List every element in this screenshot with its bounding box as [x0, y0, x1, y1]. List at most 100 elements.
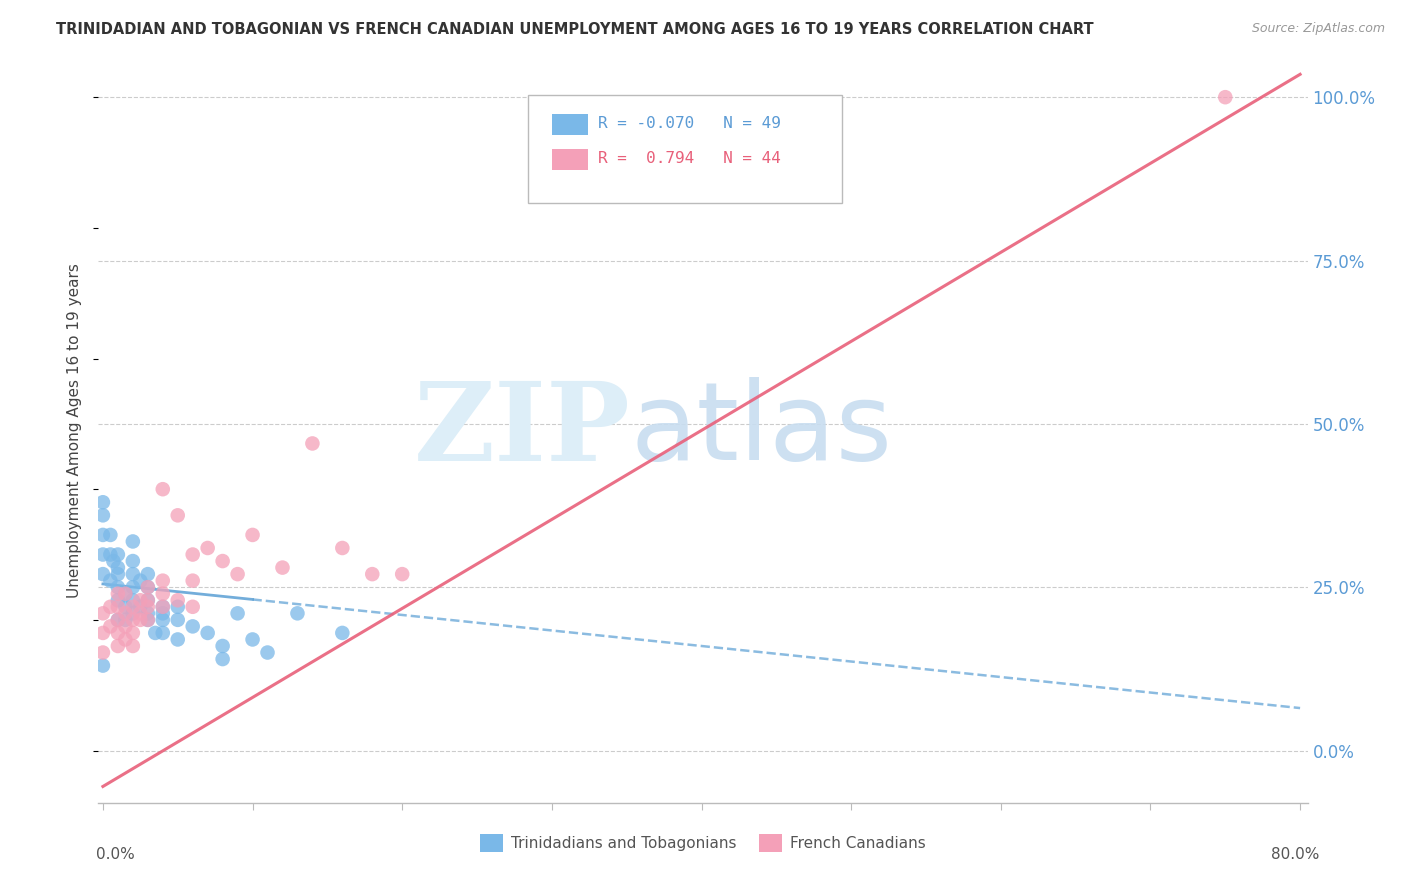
Point — [121, 554, 143, 568]
Point — [136, 593, 159, 607]
Point — [107, 580, 129, 594]
Text: R = -0.070   N = 49: R = -0.070 N = 49 — [598, 116, 780, 131]
Point — [107, 567, 129, 582]
Point — [91, 508, 114, 523]
Point — [121, 599, 143, 614]
Point — [136, 593, 159, 607]
Point — [121, 534, 143, 549]
Point — [330, 626, 353, 640]
Point — [211, 554, 233, 568]
Point — [91, 495, 114, 509]
Point — [152, 599, 174, 614]
Point — [226, 607, 249, 621]
Point — [107, 639, 129, 653]
Point — [136, 607, 159, 621]
Point — [197, 626, 219, 640]
Point — [166, 593, 188, 607]
Point — [152, 626, 174, 640]
Point — [103, 554, 125, 568]
Point — [152, 482, 174, 496]
Point — [166, 613, 188, 627]
Point — [114, 613, 136, 627]
Text: R =  0.794   N = 44: R = 0.794 N = 44 — [598, 151, 780, 166]
Point — [129, 593, 152, 607]
Legend: Trinidadians and Tobagonians, French Canadians: Trinidadians and Tobagonians, French Can… — [474, 828, 932, 858]
Point — [91, 548, 114, 562]
Point — [129, 607, 152, 621]
Point — [107, 560, 129, 574]
Point — [107, 599, 129, 614]
Point — [391, 567, 413, 582]
Point — [152, 599, 174, 614]
Point — [121, 593, 143, 607]
Point — [181, 599, 204, 614]
Point — [136, 580, 159, 594]
Point — [136, 580, 159, 594]
Point — [107, 613, 129, 627]
Point — [114, 599, 136, 614]
Point — [121, 639, 143, 653]
Point — [166, 632, 188, 647]
Text: 0.0%: 0.0% — [96, 847, 135, 863]
Point — [136, 613, 159, 627]
Point — [330, 541, 353, 555]
Point — [100, 599, 122, 614]
Point — [143, 626, 166, 640]
Point — [197, 541, 219, 555]
Point — [114, 607, 136, 621]
Point — [114, 587, 136, 601]
Point — [181, 574, 204, 588]
Point — [211, 652, 233, 666]
Point — [100, 548, 122, 562]
Y-axis label: Unemployment Among Ages 16 to 19 years: Unemployment Among Ages 16 to 19 years — [67, 263, 83, 598]
Point — [242, 528, 264, 542]
Point — [121, 607, 143, 621]
Point — [242, 632, 264, 647]
Point — [166, 599, 188, 614]
Point — [107, 613, 129, 627]
Point — [152, 613, 174, 627]
Point — [107, 626, 129, 640]
Point — [107, 593, 129, 607]
Point — [100, 574, 122, 588]
Text: 80.0%: 80.0% — [1271, 847, 1320, 863]
Point — [152, 574, 174, 588]
Point — [136, 599, 159, 614]
Point — [211, 639, 233, 653]
FancyBboxPatch shape — [551, 114, 588, 135]
Point — [152, 607, 174, 621]
Point — [152, 587, 174, 601]
Point — [107, 548, 129, 562]
Point — [100, 619, 122, 633]
Point — [129, 599, 152, 614]
Text: Source: ZipAtlas.com: Source: ZipAtlas.com — [1251, 22, 1385, 36]
Point — [226, 567, 249, 582]
Point — [129, 574, 152, 588]
Point — [256, 646, 278, 660]
Point — [271, 560, 294, 574]
Point — [114, 632, 136, 647]
Text: ZIP: ZIP — [413, 377, 630, 483]
Point — [91, 607, 114, 621]
Point — [129, 613, 152, 627]
Point — [100, 528, 122, 542]
Point — [1213, 90, 1236, 104]
Text: atlas: atlas — [630, 377, 893, 483]
Point — [91, 626, 114, 640]
Point — [181, 619, 204, 633]
Point — [91, 567, 114, 582]
Point — [121, 580, 143, 594]
FancyBboxPatch shape — [551, 149, 588, 169]
Point — [361, 567, 384, 582]
Point — [287, 607, 309, 621]
Point — [91, 646, 114, 660]
Point — [91, 528, 114, 542]
Point — [181, 548, 204, 562]
Point — [301, 436, 323, 450]
Point — [114, 619, 136, 633]
Point — [114, 587, 136, 601]
Point — [121, 567, 143, 582]
Point — [136, 613, 159, 627]
Text: TRINIDADIAN AND TOBAGONIAN VS FRENCH CANADIAN UNEMPLOYMENT AMONG AGES 16 TO 19 Y: TRINIDADIAN AND TOBAGONIAN VS FRENCH CAN… — [56, 22, 1094, 37]
Point — [121, 626, 143, 640]
